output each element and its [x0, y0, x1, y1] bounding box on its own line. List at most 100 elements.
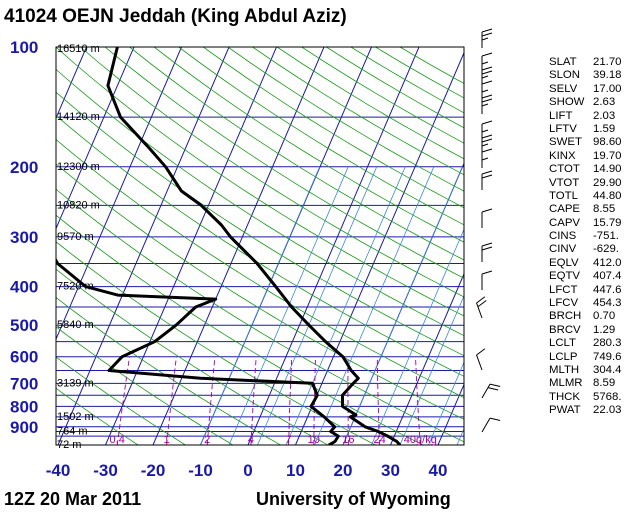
wind-barb: [481, 208, 493, 228]
wind-barb-flag: [481, 148, 493, 153]
isotherm-line: [56, 47, 87, 120]
mixing-ratio-label: 1: [164, 434, 170, 446]
moist-adiabat-line: [314, 166, 435, 445]
mixing-ratio-label: 40g/kg: [404, 434, 437, 446]
wind-barb-flag: [481, 103, 489, 107]
dry-adiabat-line: [80, 47, 464, 298]
pressure-tick-label: 200: [10, 158, 38, 177]
index-key: CINS: [549, 230, 577, 243]
temperature-tick-label: -30: [93, 461, 118, 480]
wind-barb: [476, 348, 486, 371]
pressure-tick-label: 100: [10, 38, 38, 57]
index-key: CINV: [549, 243, 577, 256]
index-value: 17.00: [593, 82, 622, 95]
index-value: 8.59: [593, 377, 616, 390]
wind-barb: [481, 383, 501, 399]
height-label: 5840 m: [57, 319, 94, 331]
mixing-ratio-labels: 0.4 1 2 4 7 10 16 24 40g/kg: [110, 434, 437, 446]
pressure-tick-label: 700: [10, 374, 38, 393]
page-title: 41024 OEJN Jeddah (King Abdul Aziz): [4, 6, 347, 27]
index-value: 447.6: [593, 283, 622, 296]
index-row: TOTL 44.80: [549, 190, 639, 203]
mixing-ratio-label: 10: [308, 434, 320, 446]
index-key: SLAT: [549, 56, 577, 68]
index-value: 749.6: [593, 350, 622, 363]
mixing-ratio-line: [313, 356, 316, 445]
height-label: 10820 m: [57, 199, 100, 211]
wind-barb-flag: [476, 296, 486, 304]
wind-barb-staff: [476, 302, 483, 319]
dewpoint-profile-line: [56, 257, 340, 445]
wind-barb-flag: [481, 174, 493, 179]
wind-barb-flag: [481, 208, 493, 213]
wind-barb-flag: [481, 134, 493, 139]
dry-adiabat-line: [56, 387, 139, 445]
height-label: 1502 m: [57, 411, 94, 423]
temperature-tick-label: 20: [334, 461, 353, 480]
temperature-tick-label: 30: [381, 461, 400, 480]
height-labels: 16510 m 14120 m 12300 m 10820 m 9570 m 7520 m…: [57, 43, 100, 451]
index-value: 1.59: [593, 122, 616, 135]
wind-barb-flag: [481, 89, 489, 93]
index-row: BRCV 1.29: [549, 324, 639, 337]
index-row: SLON 39.18: [549, 69, 639, 82]
pressure-tick-label: 500: [10, 316, 38, 335]
temperature-tick-label: 0: [243, 461, 252, 480]
index-row: CINS -751.: [549, 230, 639, 243]
dry-adiabat-line: [56, 356, 186, 445]
wind-barb-flag: [481, 66, 493, 71]
dry-adiabat-line: [56, 214, 424, 445]
wind-barb-flag: [481, 80, 493, 85]
wind-barb-flag: [481, 70, 493, 75]
wind-barb-flag: [481, 32, 493, 37]
index-key: LFCV: [549, 297, 579, 310]
mixing-ratio-line: [206, 356, 216, 445]
index-key: BRCV: [549, 323, 581, 336]
index-key: BRCH: [549, 310, 582, 323]
index-key: LFTV: [549, 122, 577, 135]
index-row: LCLP 749.6: [549, 351, 639, 364]
wind-barb-staff: [481, 417, 491, 433]
index-row: SLAT 21.70: [549, 56, 639, 69]
mixing-ratio-line: [166, 356, 177, 445]
index-value: 29.90: [593, 176, 622, 189]
index-value: 21.70: [593, 56, 622, 68]
dry-adiabat-line: [129, 47, 464, 261]
index-key: LFCT: [549, 283, 578, 296]
moist-adiabat-line: [200, 166, 321, 445]
index-row: CAPV 15.79: [549, 217, 639, 230]
temperature-tick-label: 40: [429, 461, 448, 480]
stability-indices-table: SLAT 21.70 SLON 39.18 SELV 17.00 SHOW 2.63 LIFT 2…: [549, 56, 639, 418]
temperature-axis: -40 -30 -20 -10 0 10 20 30 40: [46, 461, 448, 480]
index-row: CINV -629.: [549, 243, 639, 256]
height-label: 12300 m: [57, 161, 100, 173]
index-key: EQLV: [549, 256, 579, 269]
index-row: KINX 19.70: [549, 150, 639, 163]
height-label: 764 m: [57, 426, 88, 438]
index-value: 1.29: [593, 323, 616, 336]
mixing-ratio-line: [250, 356, 257, 445]
index-key: CTOT: [549, 163, 580, 176]
data-source: University of Wyoming: [256, 489, 451, 509]
mixing-ratio-label: 7: [286, 434, 292, 446]
dry-adiabat-line: [56, 138, 464, 399]
index-value: -629.: [593, 243, 619, 256]
index-row: SHOW 2.63: [549, 96, 639, 109]
index-key: THCK: [549, 390, 581, 403]
wind-barb: [481, 270, 493, 290]
dry-adiabat-line: [203, 47, 464, 209]
sounding-profiles: [56, 47, 402, 445]
index-key: PWAT: [549, 404, 581, 417]
wind-barb-flag: [477, 300, 487, 308]
wind-barbs: [476, 28, 501, 433]
dry-adiabat-line: [56, 91, 464, 357]
wind-barb: [481, 66, 493, 86]
pressure-axis: 100 200 300 400 500 600 700 800 900: [10, 38, 38, 437]
height-label: 9570 m: [57, 231, 94, 243]
index-row: THCK 5768.: [549, 391, 639, 404]
dry-adiabat-line: [178, 47, 464, 226]
moist-adiabat-line: [257, 166, 378, 445]
index-row: LIFT 2.03: [549, 110, 639, 123]
plot-frame: [55, 46, 465, 446]
wind-barb: [481, 120, 493, 140]
